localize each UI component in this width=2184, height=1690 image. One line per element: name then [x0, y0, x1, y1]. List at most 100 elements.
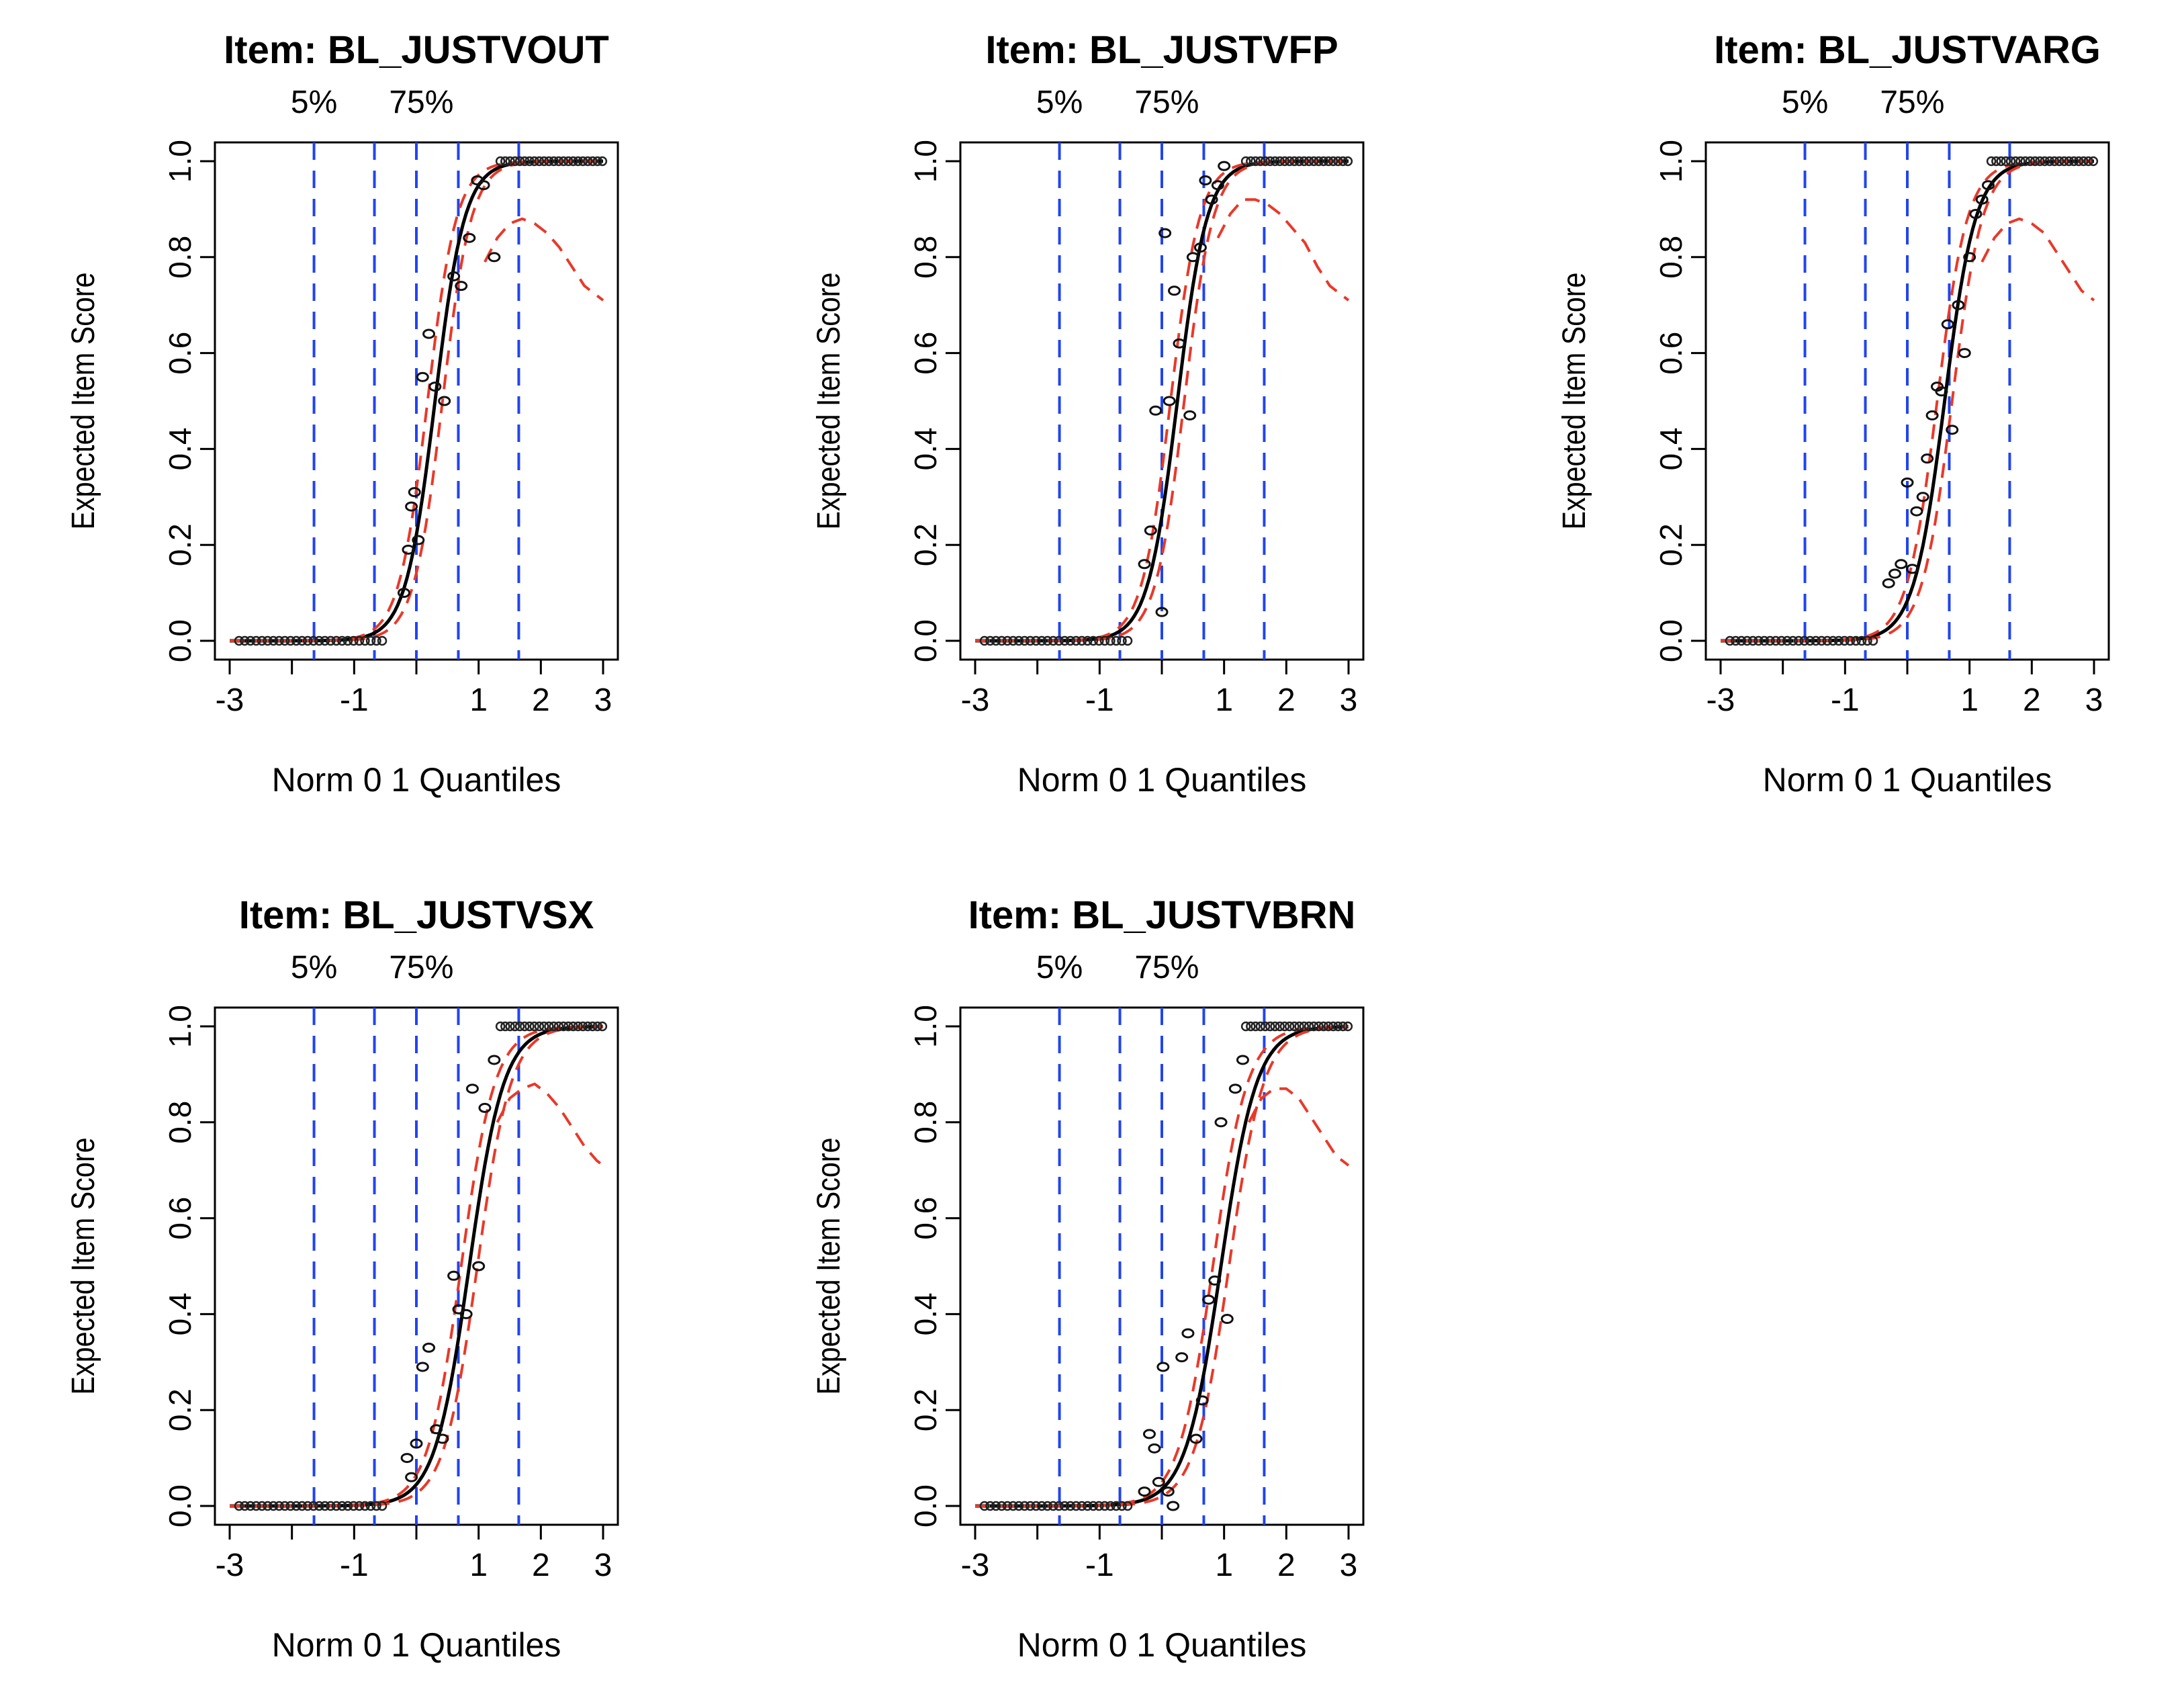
- data-point: [1782, 635, 1792, 646]
- data-point: [1833, 635, 1844, 646]
- y-tick-label: 0.2: [908, 1388, 943, 1431]
- data-point: [1731, 635, 1741, 646]
- data-point: [1246, 156, 1256, 167]
- quantile-label: 5%: [1036, 950, 1083, 985]
- data-point: [1122, 635, 1133, 646]
- data-point: [500, 156, 510, 167]
- data-point: [268, 1501, 279, 1511]
- y-tick-label: 1.0: [163, 1005, 197, 1048]
- data-point: [251, 635, 261, 646]
- data-point: [1343, 156, 1353, 167]
- data-point: [553, 156, 564, 167]
- x-tick-label: -1: [340, 682, 369, 718]
- data-point: [405, 1472, 418, 1482]
- y-tick-label: 0.6: [908, 1197, 943, 1240]
- data-point: [1793, 635, 1804, 646]
- data-point: [371, 1501, 381, 1511]
- y-tick-label: 0.4: [908, 1292, 943, 1335]
- data-point: [477, 180, 490, 191]
- quantile-label: 75%: [1134, 85, 1199, 120]
- data-point: [1328, 156, 1338, 167]
- data-point: [1265, 156, 1275, 167]
- data-point: [326, 1501, 336, 1511]
- data-point: [1019, 1501, 1030, 1511]
- x-tick-label: -1: [1085, 1548, 1114, 1583]
- y-tick-label: 0.0: [163, 1484, 197, 1527]
- data-point: [1077, 635, 1087, 646]
- data-point: [1155, 607, 1169, 617]
- data-point: [1149, 405, 1163, 416]
- x-tick-label: 3: [1340, 682, 1358, 718]
- data-point: [360, 635, 370, 646]
- data-point: [1054, 1501, 1064, 1511]
- x-tick-label: 1: [469, 1548, 488, 1583]
- data-point: [452, 1304, 465, 1315]
- data-point: [1236, 1055, 1249, 1065]
- quantile-label: 75%: [1134, 950, 1199, 985]
- data-point: [573, 156, 583, 167]
- data-point: [2010, 156, 2021, 167]
- data-point: [343, 635, 353, 646]
- data-point: [1975, 194, 1989, 205]
- data-point: [1284, 156, 1295, 167]
- data-point: [308, 635, 318, 646]
- data-point: [1981, 180, 1995, 191]
- data-point: [1008, 635, 1018, 646]
- data-point: [1868, 635, 1878, 646]
- y-tick-label: 0.6: [163, 1197, 197, 1240]
- data-point: [1299, 156, 1310, 167]
- y-tick-label: 0.6: [163, 332, 197, 375]
- data-point: [463, 232, 476, 243]
- data-point: [410, 1438, 423, 1449]
- data-point: [297, 1501, 307, 1511]
- data-point: [1042, 1501, 1052, 1511]
- data-point: [519, 156, 530, 167]
- data-point: [1138, 1486, 1151, 1497]
- data-point: [1105, 635, 1116, 646]
- data-point: [1338, 156, 1348, 167]
- data-point: [1747, 635, 1758, 646]
- data-point: [1958, 348, 1971, 359]
- data-point: [1905, 564, 1919, 574]
- x-tick-label: 3: [594, 1548, 612, 1583]
- data-point: [1270, 1021, 1280, 1032]
- chart-title: Item: BL_JUSTVARG: [1714, 28, 2101, 72]
- data-point: [1742, 635, 1752, 646]
- x-axis-label: Norm 0 1 Quantiles: [1017, 1626, 1307, 1664]
- data-point: [1163, 396, 1176, 406]
- y-axis-label: Expected Item Score: [811, 1137, 847, 1394]
- data-point: [447, 1270, 461, 1281]
- data-point: [1208, 1275, 1222, 1286]
- data-point: [2088, 156, 2099, 167]
- data-point: [1255, 1021, 1266, 1032]
- data-point: [291, 1501, 302, 1511]
- data-point: [544, 1021, 554, 1032]
- data-point: [459, 1308, 473, 1319]
- y-axis-label: Expected Item Score: [65, 1137, 101, 1394]
- data-point: [592, 156, 602, 167]
- data-point: [1138, 559, 1151, 570]
- chart-panel-4: Item: BL_JUSTVSX 5% 75% 0.0 0.2 0.4 0.6 0.8 1.0 -…: [65, 893, 619, 1664]
- data-point: [263, 635, 273, 646]
- y-tick-label: 0.8: [163, 1101, 197, 1144]
- data-point: [297, 635, 307, 646]
- data-point: [1036, 635, 1047, 646]
- data-point: [1158, 228, 1172, 238]
- data-point: [582, 1021, 593, 1032]
- data-point: [1060, 635, 1070, 646]
- data-point: [365, 635, 376, 646]
- x-tick-label: 1: [469, 682, 488, 718]
- data-point: [1805, 635, 1815, 646]
- data-point: [1788, 635, 1798, 646]
- data-point: [1275, 1021, 1285, 1032]
- data-point: [1279, 1021, 1290, 1032]
- data-point: [1941, 319, 1954, 330]
- empirical-curve-line: [496, 1082, 604, 1167]
- data-point: [979, 635, 990, 646]
- data-point: [1895, 559, 1908, 570]
- x-tick-label: 2: [532, 1548, 550, 1583]
- data-point: [1851, 635, 1861, 646]
- data-point: [263, 1501, 273, 1511]
- data-point: [1776, 635, 1786, 646]
- data-point: [539, 1021, 549, 1032]
